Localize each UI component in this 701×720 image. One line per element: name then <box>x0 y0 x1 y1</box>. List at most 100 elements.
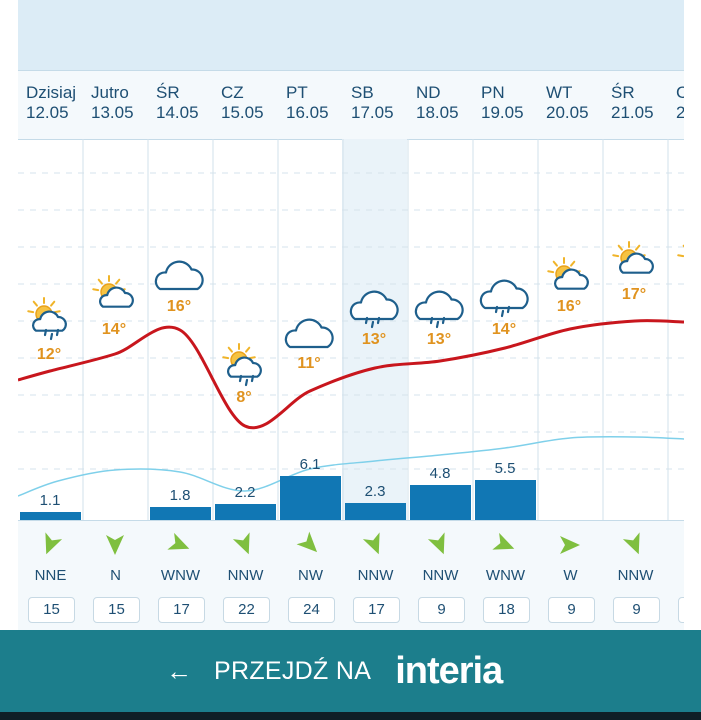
wind-speed-badge <box>678 597 684 623</box>
day-name: ND <box>416 83 441 102</box>
day-name: PT <box>286 83 308 102</box>
cloud-rain-icon <box>479 277 531 328</box>
sun-cloud-rain-icon <box>24 296 76 347</box>
wind-arrow-icon <box>296 531 324 559</box>
day-name: ŚR <box>611 83 635 102</box>
goto-interia-link[interactable]: ← PRZEJDŹ NA interia <box>166 649 503 692</box>
wind-cell: WNW 17 <box>148 521 213 630</box>
day-name: CZ <box>221 83 244 102</box>
wind-cell: N 15 <box>83 521 148 630</box>
day-date: 15.05 <box>221 103 264 122</box>
wind-speed-badge: 24 <box>288 597 335 623</box>
wind-direction: WNW <box>485 567 526 584</box>
wind-cell: NNW 9 <box>603 521 668 630</box>
wind-arrow-icon <box>231 531 259 559</box>
day-date: 17.05 <box>351 103 394 122</box>
precipitation-label: 2.3 <box>364 483 386 501</box>
wind-direction: NW <box>298 567 323 584</box>
temperature-line <box>18 319 684 430</box>
temperature-label: 14° <box>101 321 127 338</box>
day-date: 20.05 <box>546 103 589 122</box>
sun-cloud-icon <box>674 238 684 289</box>
wind-speed-badge: 17 <box>353 597 400 623</box>
wind-direction: N <box>668 567 684 584</box>
day-date: 16.05 <box>286 103 329 122</box>
day-date: 14.05 <box>156 103 199 122</box>
wind-arrow-icon <box>556 531 584 559</box>
wind-cell: NNW 9 <box>408 521 473 630</box>
wind-arrow-icon <box>101 531 129 559</box>
wind-direction: NNW <box>422 567 459 584</box>
precipitation-bar <box>280 476 341 520</box>
day-header[interactable]: Jutro 13.05 <box>83 83 148 123</box>
day-date: 2 <box>676 103 684 122</box>
day-date: 21.05 <box>611 103 654 122</box>
day-name: SB <box>351 83 374 102</box>
wind-speed-badge: 9 <box>548 597 595 623</box>
day-header[interactable]: CZ 15.05 <box>213 83 278 123</box>
temperature-label: 11° <box>297 355 321 372</box>
cloud-rain-icon <box>414 288 466 339</box>
precipitation-label: 1.8 <box>169 487 191 505</box>
temperature-label: 13° <box>426 331 452 348</box>
secondary-trend-line <box>18 435 684 497</box>
wind-speed-badge: 9 <box>613 597 660 623</box>
wind-arrow-icon <box>361 531 389 559</box>
temperature-label: 16° <box>166 298 192 315</box>
precipitation-label: 2.2 <box>234 484 256 502</box>
temperature-label: 16° <box>556 298 582 315</box>
header-band <box>18 0 684 70</box>
day-header[interactable]: WT 20.05 <box>538 83 603 123</box>
day-date: 18.05 <box>416 103 459 122</box>
wind-speed-badge: 22 <box>223 597 270 623</box>
precipitation-bar <box>150 507 211 520</box>
temperature-label: 8° <box>236 389 252 406</box>
weekend-highlight <box>342 139 407 530</box>
wind-arrow-icon <box>166 531 194 559</box>
day-date: 19.05 <box>481 103 524 122</box>
day-header[interactable]: ŚR 21.05 <box>603 83 668 123</box>
precipitation-bar <box>345 503 406 520</box>
wind-speed-badge: 18 <box>483 597 530 623</box>
goto-label: PRZEJDŹ NA <box>214 656 372 685</box>
wind-speed-badge: 17 <box>158 597 205 623</box>
wind-cell: WNW 18 <box>473 521 538 630</box>
bottom-edge <box>0 712 701 720</box>
precipitation-bar <box>20 512 81 520</box>
day-header[interactable]: ŚR 14.05 <box>148 83 213 123</box>
cloud-icon <box>154 254 206 305</box>
wind-cell: NW 24 <box>278 521 343 630</box>
wind-arrow-icon <box>491 531 519 559</box>
temperature-label: 14° <box>491 321 517 338</box>
day-name: ŚR <box>156 83 180 102</box>
day-name: C <box>676 83 684 102</box>
precipitation-label: 4.8 <box>429 465 451 483</box>
day-name: PN <box>481 83 505 102</box>
wind-arrow-icon <box>426 531 454 559</box>
days-header-row: Dzisiaj 12.05 Jutro 13.05 ŚR 14.05 CZ 15.05 PT 16… <box>18 70 684 140</box>
temperature-label: 12° <box>36 346 62 363</box>
arrow-left-icon: ← <box>166 655 192 686</box>
day-name: Jutro <box>91 83 129 102</box>
temperature-label: 1 <box>674 286 684 304</box>
wind-direction: NNW <box>357 567 394 584</box>
wind-cell: N <box>668 521 684 630</box>
sun-cloud-rain-icon <box>219 342 271 393</box>
wind-direction: WNW <box>160 567 201 584</box>
wind-cell: NNE 15 <box>18 521 83 630</box>
wind-speed-badge: 15 <box>28 597 75 623</box>
forecast-panel: Dzisiaj 12.05 Jutro 13.05 ŚR 14.05 CZ 15.05 PT 16… <box>18 0 684 630</box>
interia-logo: interia <box>395 649 503 692</box>
day-header[interactable]: ND 18.05 <box>408 83 473 123</box>
wind-row: NNE 15 N 15 WNW 17 NNW 22 NW 24 NNW 17 NNW 9 WNW 18 W 9 NN… <box>18 520 684 630</box>
precipitation-bar <box>410 485 471 520</box>
day-header[interactable]: PN 19.05 <box>473 83 538 123</box>
day-header[interactable]: SB 17.05 <box>343 83 408 123</box>
wind-direction: NNE <box>34 567 67 584</box>
day-header[interactable]: PT 16.05 <box>278 83 343 123</box>
day-date: 13.05 <box>91 103 134 122</box>
day-header[interactable]: Dzisiaj 12.05 <box>18 83 83 123</box>
goto-interia-bar[interactable]: ← PRZEJDŹ NA interia <box>0 630 701 712</box>
